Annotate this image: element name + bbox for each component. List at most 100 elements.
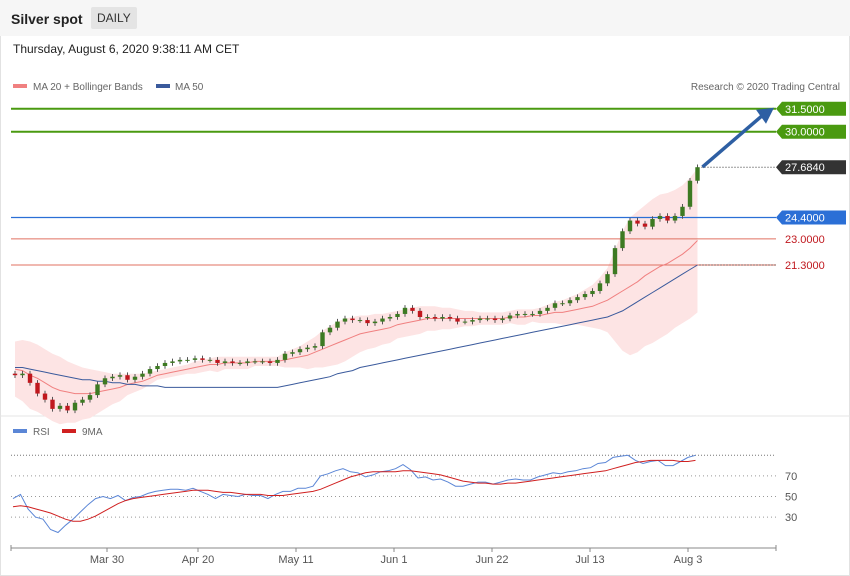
- rsi-ma-line: [12, 459, 696, 522]
- x-tick-label: Aug 3: [674, 554, 703, 566]
- candle-bear: [665, 215, 670, 221]
- candle-bull: [402, 307, 408, 314]
- target-arrow: [701, 107, 774, 169]
- candle-bear: [267, 361, 273, 363]
- candle-bull: [440, 317, 445, 319]
- candle-bear: [12, 373, 18, 376]
- candle-bear: [200, 358, 205, 360]
- candle-bull: [515, 313, 520, 316]
- candle-bull: [575, 297, 580, 301]
- candle-bull: [170, 361, 175, 363]
- candle-bull: [695, 167, 700, 181]
- rsi-tick-label: 70: [785, 471, 797, 483]
- candle-bull: [20, 373, 25, 376]
- candle-bear: [417, 310, 423, 318]
- legend-swatch-rsi-ma: [62, 429, 76, 433]
- candle-bull: [582, 294, 588, 298]
- x-tick-label: Jun 22: [475, 554, 508, 566]
- candle-bear: [455, 318, 460, 322]
- price-levels: [11, 107, 776, 266]
- x-tick-label: Mar 30: [90, 554, 124, 566]
- main-legend: MA 20 + Bollinger Bands MA 50 Research ©…: [13, 82, 840, 93]
- candle-bull: [470, 320, 475, 322]
- candle-bear: [447, 317, 453, 319]
- candle-bull: [162, 362, 168, 367]
- x-tick-label: Jun 1: [381, 554, 408, 566]
- candle-bull: [612, 248, 618, 275]
- period-badge[interactable]: DAILY: [91, 7, 137, 29]
- timestamp: Thursday, August 6, 2020 9:38:11 AM CET: [13, 42, 240, 56]
- candle-bull: [335, 321, 340, 328]
- candle-bull: [590, 290, 595, 295]
- candle-bear: [42, 393, 48, 400]
- legend-rsi-ma: 9MA: [82, 427, 103, 438]
- candle-bull: [95, 384, 100, 396]
- candle-bull: [305, 347, 310, 350]
- last-price-tag-text: 27.6840: [785, 162, 825, 174]
- resistance-tag-text: 31.5000: [785, 104, 825, 116]
- candle-bull: [87, 395, 93, 400]
- candle-bull: [252, 361, 258, 363]
- candle-bear: [35, 382, 40, 394]
- candle-bull: [687, 180, 693, 207]
- candle-bear: [27, 373, 33, 383]
- x-tick-label: May 11: [278, 554, 313, 566]
- candle-bear: [410, 307, 415, 311]
- legend-ma50: MA 50: [175, 82, 204, 93]
- candle-bull: [560, 303, 565, 305]
- candle-bull: [132, 376, 138, 380]
- candle-bull: [155, 366, 160, 370]
- support-label-text: 21.3000: [785, 260, 825, 272]
- candle-bull: [545, 307, 550, 311]
- candle-bull: [650, 219, 655, 227]
- candle-bull: [357, 320, 363, 322]
- candle-bull: [207, 359, 213, 361]
- last-price-tag-bg: [776, 160, 846, 175]
- bollinger-bands: [15, 168, 698, 425]
- arrow-shaft: [701, 114, 764, 169]
- candle-bull: [245, 361, 250, 363]
- candle-bull: [72, 402, 78, 411]
- candle-bull: [462, 321, 468, 323]
- candle-bull: [567, 300, 573, 304]
- candle-bull: [597, 283, 603, 291]
- chart-title: Silver spot: [11, 11, 83, 27]
- candle-bull: [117, 375, 123, 377]
- rsi-tick-label: 30: [785, 512, 797, 524]
- candle-bull: [237, 362, 243, 364]
- candle-bull: [140, 373, 145, 377]
- candles: [12, 164, 700, 414]
- resistance-tag-text: 30.0000: [785, 127, 825, 139]
- ma50-line: [15, 264, 698, 388]
- candle-bull: [537, 310, 543, 314]
- legend-swatch-ma50: [156, 84, 170, 88]
- candle-bear: [635, 220, 640, 224]
- candle-bear: [350, 318, 355, 321]
- candle-bear: [125, 375, 130, 380]
- pivot-tag-bg: [776, 210, 846, 225]
- candle-bull: [290, 352, 295, 354]
- candle-bull: [627, 220, 633, 232]
- arrow-head: [756, 107, 774, 124]
- resistance-tag-bg: [776, 101, 846, 116]
- candle-bull: [185, 359, 190, 361]
- rsi-tick-label: 50: [785, 492, 797, 504]
- candle-bear: [642, 223, 648, 227]
- legend-ma20: MA 20 + Bollinger Bands: [33, 82, 143, 93]
- x-tick-label: Jul 13: [575, 554, 604, 566]
- candle-bull: [297, 349, 303, 353]
- candle-bull: [327, 327, 333, 333]
- candle-bull: [320, 332, 325, 347]
- x-axis: Mar 30 Apr 20 May 11 Jun 1 Jun 22 Jul 13 Aug 3: [10, 545, 777, 566]
- rsi-line: [12, 454, 696, 534]
- candle-bull: [147, 369, 153, 374]
- candle-bull: [672, 215, 678, 221]
- candle-bull: [275, 359, 280, 363]
- candle-bull: [477, 318, 483, 321]
- rsi-legend: RSI 9MA: [13, 427, 103, 438]
- candle-bull: [372, 321, 378, 324]
- candle-bull: [387, 317, 393, 319]
- support-label-text: 23.0000: [785, 234, 825, 246]
- candle-bear: [365, 320, 370, 324]
- candle-bull: [657, 215, 663, 220]
